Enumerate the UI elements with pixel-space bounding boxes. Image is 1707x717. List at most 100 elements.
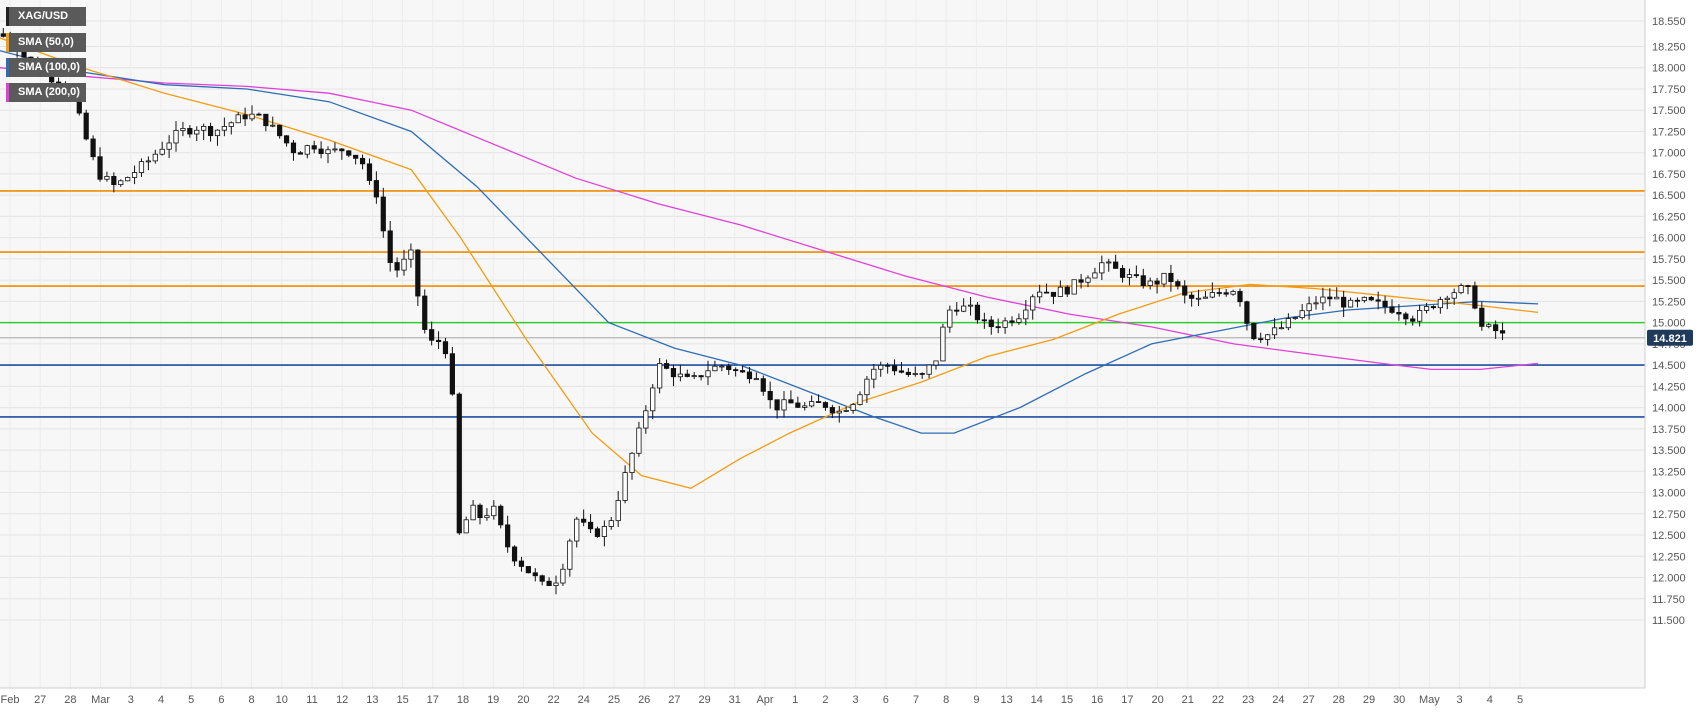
candle-bearish bbox=[97, 156, 103, 180]
x-tick-label: 13 bbox=[366, 694, 378, 706]
last-price-box bbox=[1647, 329, 1693, 346]
candle-bullish bbox=[947, 309, 953, 328]
candle-bullish bbox=[194, 129, 200, 135]
candle-bullish bbox=[912, 373, 918, 375]
candle-bullish bbox=[809, 401, 815, 407]
y-tick-label: 11.500 bbox=[1652, 615, 1685, 627]
candle-bearish bbox=[242, 114, 248, 120]
candle-bearish bbox=[1133, 274, 1139, 277]
y-tick-label: 18.250 bbox=[1652, 41, 1686, 53]
x-tick-label: 17 bbox=[1121, 694, 1133, 706]
legend-item-sma50[interactable]: SMA (50,0) bbox=[6, 33, 86, 52]
legend-item-symbol[interactable]: XAG/USD bbox=[6, 7, 86, 26]
candle-bearish bbox=[290, 142, 297, 154]
candle-bearish bbox=[256, 113, 262, 116]
x-axis: Feb 27 28 Mar 3 4 5 6 8 10 11 12 13 15 17 18 19 20 22 24 25 2… bbox=[1, 694, 1524, 706]
candle-bullish bbox=[753, 378, 759, 381]
candle-bearish bbox=[366, 163, 373, 181]
y-tick-label: 16.500 bbox=[1652, 190, 1686, 202]
candle-bearish bbox=[1078, 279, 1084, 283]
candle-bullish bbox=[1458, 285, 1464, 294]
candle-bearish bbox=[1189, 294, 1195, 299]
candle-bullish bbox=[131, 172, 138, 178]
candle-bullish bbox=[1285, 318, 1291, 329]
candle-bearish bbox=[449, 353, 455, 395]
x-tick-label: 7 bbox=[913, 694, 919, 706]
candle-bullish bbox=[1016, 318, 1022, 323]
candle-bearish bbox=[1223, 292, 1229, 295]
candle-bearish bbox=[815, 401, 822, 403]
candle-bearish bbox=[1389, 306, 1395, 313]
candle-bullish bbox=[1195, 297, 1202, 300]
candle-bearish bbox=[1237, 291, 1243, 303]
candle-bearish bbox=[1499, 330, 1506, 334]
legend-item-sma100[interactable]: SMA (100,0) bbox=[6, 58, 86, 77]
y-tick-label: 11.750 bbox=[1652, 594, 1685, 606]
candle-bearish bbox=[83, 112, 89, 140]
candle-bullish bbox=[463, 519, 469, 534]
x-tick-label: 2 bbox=[822, 694, 828, 706]
x-tick-label: 30 bbox=[1393, 694, 1405, 706]
candle-bullish bbox=[967, 304, 974, 307]
y-tick-label: 13.000 bbox=[1652, 488, 1686, 500]
y-tick-label: 14.000 bbox=[1652, 403, 1686, 415]
candle-bullish bbox=[173, 130, 179, 144]
legend-swatch-sma50 bbox=[6, 33, 9, 52]
x-tick-label: 8 bbox=[249, 694, 255, 706]
candle-bearish bbox=[498, 505, 504, 526]
y-tick-label: 16.000 bbox=[1652, 233, 1686, 245]
candle-bearish bbox=[207, 126, 214, 137]
candle-bullish bbox=[1361, 296, 1367, 301]
x-tick-label: 24 bbox=[578, 694, 590, 706]
candle-bullish bbox=[1299, 310, 1305, 319]
candle-bullish bbox=[491, 505, 497, 517]
candle-bearish bbox=[1182, 285, 1188, 296]
candle-bearish bbox=[1258, 338, 1264, 341]
candle-bearish bbox=[774, 399, 780, 411]
candle-bullish bbox=[1106, 261, 1112, 264]
candle-bullish bbox=[878, 364, 884, 370]
y-tick-label: 13.500 bbox=[1652, 445, 1686, 457]
candle-bearish bbox=[1410, 318, 1416, 322]
last-price-label: 14.821 bbox=[1653, 333, 1687, 345]
y-tick-label: 18.000 bbox=[1652, 63, 1686, 75]
candle-bearish bbox=[511, 546, 518, 562]
candle-bullish bbox=[1486, 324, 1492, 327]
candle-bearish bbox=[1113, 261, 1119, 269]
y-tick-label: 13.250 bbox=[1652, 466, 1686, 478]
candle-bullish bbox=[1202, 296, 1209, 299]
candle-bullish bbox=[235, 114, 241, 124]
candle-bearish bbox=[1396, 311, 1402, 315]
x-tick-label: Mar bbox=[91, 694, 110, 706]
candlesticks bbox=[0, 28, 1506, 595]
candle-bearish bbox=[684, 373, 690, 377]
candle-bullish bbox=[677, 373, 683, 378]
candle-bullish bbox=[705, 370, 711, 378]
candle-bearish bbox=[346, 150, 352, 156]
x-tick-label: 29 bbox=[698, 694, 710, 706]
y-tick-label: 17.250 bbox=[1652, 126, 1686, 138]
candle-bullish bbox=[1417, 310, 1423, 322]
x-tick-label: 17 bbox=[427, 694, 439, 706]
candle-bullish bbox=[1092, 272, 1098, 279]
candle-bullish bbox=[1313, 302, 1319, 305]
candle-bearish bbox=[0, 33, 6, 37]
legend-item-sma200[interactable]: SMA (200,0) bbox=[6, 83, 86, 102]
candle-bearish bbox=[760, 378, 766, 392]
candle-bearish bbox=[919, 373, 925, 375]
horizontal-levels bbox=[0, 190, 1645, 418]
y-tick-label: 12.000 bbox=[1652, 573, 1686, 585]
y-tick-label: 12.750 bbox=[1652, 509, 1686, 521]
y-tick-label: 12.500 bbox=[1652, 530, 1686, 542]
candle-bearish bbox=[795, 402, 801, 408]
moving-averages bbox=[0, 37, 1539, 489]
candle-bearish bbox=[885, 364, 891, 367]
candle-bullish bbox=[270, 124, 276, 127]
x-tick-label: 20 bbox=[517, 694, 529, 706]
x-tick-label: 23 bbox=[1242, 694, 1254, 706]
candle-bullish bbox=[1278, 327, 1285, 330]
x-tick-label: 9 bbox=[973, 694, 979, 706]
candle-bullish bbox=[1444, 297, 1450, 300]
candle-bearish bbox=[1216, 292, 1222, 294]
